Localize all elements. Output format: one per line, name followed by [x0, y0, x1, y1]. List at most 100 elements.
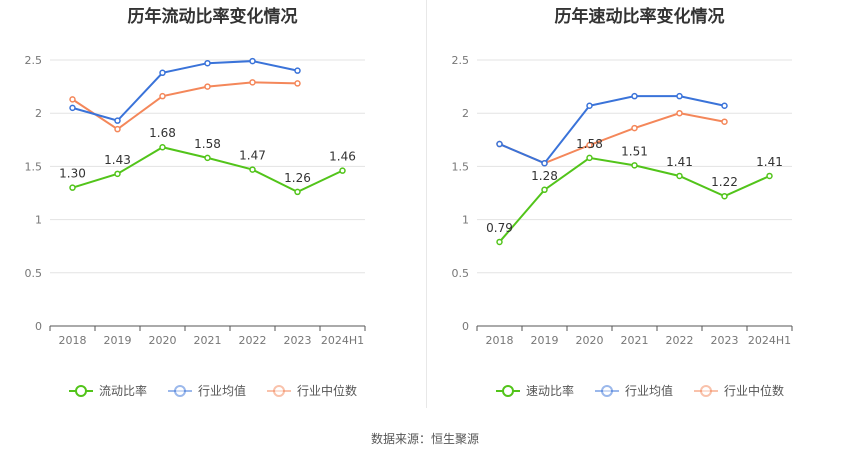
data-point: [541, 186, 548, 194]
panel-divider: [426, 0, 427, 408]
legend: 流动比率 行业均值 行业中位数: [0, 382, 425, 399]
data-label: 1.58: [576, 137, 603, 151]
data-point: [586, 154, 593, 162]
data-point: [159, 92, 166, 100]
data-point: [496, 140, 503, 148]
data-label: 1.26: [284, 171, 311, 185]
y-tick-label: 0: [35, 320, 42, 333]
y-tick-label: 0.5: [25, 267, 43, 280]
data-point: [586, 141, 593, 149]
data-label: 0.79: [486, 221, 513, 235]
x-tick-label: 2021: [621, 334, 649, 347]
legend-circle: [74, 384, 87, 397]
x-tick-label: 2021: [194, 334, 222, 347]
data-point: [294, 67, 301, 74]
y-tick-label: 1: [462, 214, 469, 227]
series-line: [71, 81, 298, 131]
y-tick-label: 2.5: [25, 54, 43, 67]
x-tick-label: 2018: [486, 334, 514, 347]
data-label: 1.51: [621, 144, 648, 158]
data-point: [631, 92, 638, 100]
data-point: [586, 102, 593, 110]
x-tick-label: 2022: [666, 334, 694, 347]
data-source-note: 数据来源：恒生聚源: [0, 430, 850, 447]
legend-item[interactable]: 速动比率: [495, 382, 574, 399]
legend-item[interactable]: 流动比率: [68, 382, 147, 399]
legend-circle: [173, 384, 186, 397]
data-point: [766, 172, 773, 180]
x-tick-label: 2019: [104, 334, 132, 347]
data-point: [496, 238, 503, 246]
y-tick-label: 0: [462, 320, 469, 333]
legend-circle: [700, 384, 712, 397]
data-point: [631, 124, 638, 132]
legend-label: 流动比率: [98, 384, 147, 398]
legend-marker-icon: [694, 384, 718, 397]
legend-label: 行业中位数: [297, 384, 358, 398]
legend: 速动比率 行业均值 行业中位数: [427, 382, 850, 399]
data-point: [249, 57, 256, 65]
data-point: [204, 59, 211, 67]
data-point: [631, 162, 638, 169]
data-label: 1.58: [194, 137, 221, 151]
x-tick-label: 2023: [711, 334, 739, 347]
chart-title: 历年速动比率变化情况: [554, 7, 725, 27]
legend-circle: [273, 384, 285, 397]
data-label: 1.41: [756, 155, 783, 169]
x-tick-label: 2024H1: [748, 334, 791, 347]
source-name: 恒生聚源: [431, 432, 480, 446]
data-point: [69, 96, 76, 103]
data-point: [69, 104, 76, 112]
data-label: 1.30: [59, 167, 86, 181]
source-label: 数据来源：: [370, 432, 431, 446]
data-point: [249, 79, 256, 86]
line-chart: 0 0.5 1 1.5 2 2.5 2018 2019 2020 2021 2022 2023 2024…: [452, 54, 793, 347]
legend-item[interactable]: 行业均值: [594, 382, 673, 399]
legend-circle: [501, 384, 514, 397]
data-point: [294, 80, 301, 87]
data-point: [676, 92, 683, 100]
y-tick-label: 2.5: [452, 54, 470, 67]
legend-marker-icon: [68, 384, 93, 397]
data-point: [204, 83, 211, 90]
data-label: 1.22: [711, 175, 738, 189]
data-point: [721, 102, 728, 110]
data-point: [69, 184, 76, 191]
y-tick-label: 0.5: [452, 267, 470, 280]
data-point: [294, 188, 301, 196]
data-point: [339, 167, 346, 174]
y-tick-label: 1: [35, 214, 42, 227]
legend-marker-icon: [167, 384, 192, 397]
y-tick-label: 1.5: [452, 160, 470, 173]
x-tick-label: 2022: [239, 334, 267, 347]
data-label: 1.28: [531, 169, 558, 183]
legend-circle: [600, 384, 613, 397]
chart-panel-quick-ratio: 历年速动比率变化情况 0 0.5 1 1.5 2 2.5 2018 2019 2020 2021 2…: [427, 0, 850, 415]
legend-item[interactable]: 行业中位数: [693, 382, 784, 399]
x-tick-label: 2020: [576, 334, 604, 347]
data-point: [676, 172, 683, 180]
x-tick-label: 2024H1: [321, 334, 364, 347]
y-tick-label: 2: [35, 107, 42, 120]
data-point: [114, 125, 121, 133]
data-label: 1.68: [149, 126, 176, 140]
legend-label: 行业中位数: [724, 384, 785, 398]
data-point: [204, 154, 211, 162]
chart-panel-current-ratio: 历年流动比率变化情况 0 0.5 1 1.5 2 2.5 2018 2019 2020 2021 2…: [0, 0, 425, 415]
legend-label: 速动比率: [525, 384, 574, 398]
legend-item[interactable]: 行业均值: [167, 382, 246, 399]
legend-marker-icon: [267, 384, 291, 397]
data-point: [676, 109, 683, 117]
data-label: 1.46: [329, 150, 356, 164]
data-point: [721, 118, 728, 125]
series-line: [499, 95, 725, 165]
legend-item[interactable]: 行业中位数: [266, 382, 357, 399]
data-point: [159, 143, 166, 151]
legend-label: 行业均值: [624, 384, 673, 398]
y-tick-label: 2: [462, 107, 469, 120]
legend-label: 行业均值: [197, 384, 246, 398]
chart-title: 历年流动比率变化情况: [127, 7, 298, 27]
data-label: 1.47: [239, 149, 266, 163]
series-line: [72, 60, 298, 122]
data-label: 1.41: [666, 155, 693, 169]
